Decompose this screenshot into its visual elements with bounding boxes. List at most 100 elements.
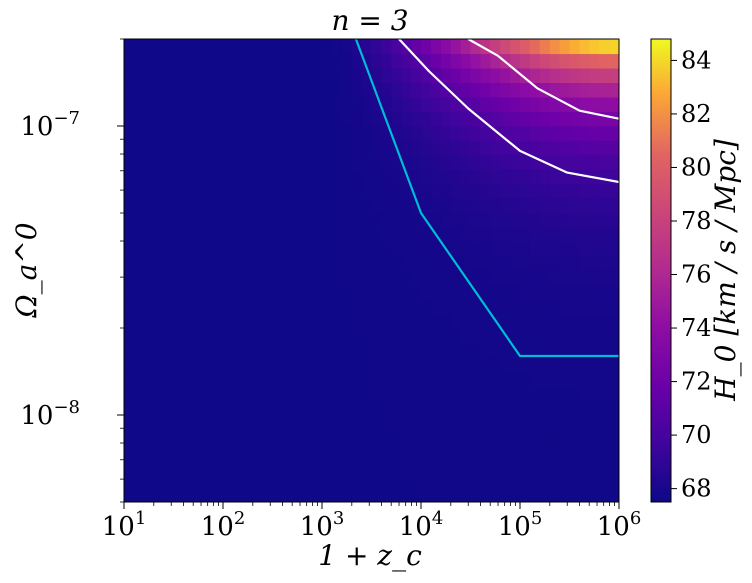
heatmap-cell: [401, 429, 412, 445]
heatmap-cell: [421, 198, 432, 214]
heatmap-cell: [490, 212, 501, 228]
heatmap-cell: [213, 284, 224, 301]
heatmap-cell: [252, 415, 264, 431]
colorbar-tick-label: 70: [681, 421, 712, 449]
heatmap-cell: [262, 241, 274, 257]
heatmap-cell: [282, 241, 293, 257]
heatmap-cell: [163, 169, 175, 185]
heatmap-cell: [242, 111, 254, 127]
heatmap-cell: [124, 444, 135, 460]
heatmap-cell: [302, 241, 313, 257]
heatmap-cell: [430, 67, 442, 84]
heatmap-cell: [351, 357, 363, 373]
heatmap-cell: [163, 313, 175, 329]
heatmap-cell: [559, 198, 571, 214]
heatmap-cell: [252, 183, 264, 199]
heatmap-cell: [213, 82, 224, 98]
heatmap-cell: [232, 415, 244, 431]
heatmap-cell: [341, 227, 353, 243]
heatmap-cell: [460, 386, 472, 402]
heatmap-cell: [460, 284, 472, 301]
heatmap-cell: [411, 386, 422, 402]
heatmap-cell: [559, 125, 571, 141]
heatmap-cell: [322, 429, 333, 445]
heatmap-cell: [163, 198, 175, 214]
heatmap-cell: [430, 342, 442, 358]
heatmap-cell: [401, 313, 412, 329]
heatmap-cell: [589, 415, 600, 431]
heatmap-cell: [520, 415, 531, 431]
heatmap-cell: [312, 125, 323, 141]
heatmap-cell: [599, 125, 610, 141]
heatmap-cell: [282, 371, 293, 387]
heatmap-cell: [589, 371, 600, 387]
heatmap-cell: [193, 111, 204, 127]
heatmap-cell: [331, 487, 343, 502]
heatmap-cell: [381, 154, 392, 170]
heatmap-cell: [262, 39, 274, 55]
heatmap-cell: [341, 357, 353, 373]
heatmap-cell: [272, 111, 283, 127]
heatmap-cell: [609, 53, 619, 69]
heatmap-cell: [381, 458, 392, 474]
heatmap-cell: [529, 96, 541, 112]
heatmap-cell: [559, 212, 571, 228]
heatmap-cell: [183, 241, 194, 257]
heatmap-cell: [292, 111, 303, 127]
heatmap-cell: [163, 82, 175, 98]
heatmap-cell: [589, 444, 600, 460]
heatmap-cell: [173, 125, 184, 141]
heatmap-cell: [242, 270, 254, 286]
heatmap-cell: [480, 140, 491, 156]
heatmap-cell: [440, 444, 452, 460]
heatmap-cell: [401, 67, 412, 84]
heatmap-cell: [124, 67, 135, 84]
heatmap-cell: [302, 270, 313, 286]
heatmap-cell: [312, 386, 323, 402]
heatmap-cell: [173, 169, 184, 185]
heatmap-cell: [421, 400, 432, 416]
heatmap-cell: [292, 415, 303, 431]
heatmap-cell: [143, 473, 155, 489]
heatmap-cell: [381, 198, 392, 214]
heatmap-cell: [391, 67, 402, 84]
heatmap-cell: [143, 96, 155, 112]
heatmap-cell: [391, 212, 402, 228]
heatmap-cell: [529, 154, 541, 170]
heatmap-cell: [391, 39, 402, 55]
heatmap-cell: [262, 313, 274, 329]
heatmap-cell: [292, 328, 303, 344]
heatmap-cell: [510, 169, 521, 185]
heatmap-cell: [510, 328, 521, 344]
heatmap-cell: [450, 357, 462, 373]
heatmap-cell: [460, 169, 472, 185]
heatmap-cell: [341, 53, 353, 69]
heatmap-cell: [460, 256, 472, 272]
heatmap-cell: [391, 400, 402, 416]
heatmap-cell: [331, 241, 343, 257]
heatmap-cell: [193, 183, 204, 199]
heatmap-cell: [143, 458, 155, 474]
heatmap-cell: [282, 270, 293, 286]
heatmap-cell: [559, 241, 571, 257]
heatmap-cell: [510, 458, 521, 474]
heatmap-cell: [213, 371, 224, 387]
heatmap-cell: [223, 473, 234, 489]
heatmap-cell: [341, 125, 353, 141]
heatmap-cell: [302, 328, 313, 344]
heatmap-cell: [460, 328, 472, 344]
heatmap-cell: [262, 473, 274, 489]
heatmap-cell: [203, 256, 214, 272]
heatmap-cell: [331, 183, 343, 199]
heatmap-cell: [213, 400, 224, 416]
heatmap-cell: [500, 487, 511, 502]
heatmap-cell: [193, 299, 204, 315]
heatmap-cell: [341, 241, 353, 257]
heatmap-cell: [450, 169, 462, 185]
heatmap-cell: [183, 53, 194, 69]
heatmap-cell: [193, 39, 204, 55]
heatmap-cell: [371, 415, 382, 431]
heatmap-cell: [421, 256, 432, 272]
heatmap-cell: [421, 458, 432, 474]
heatmap-cell: [223, 140, 234, 156]
